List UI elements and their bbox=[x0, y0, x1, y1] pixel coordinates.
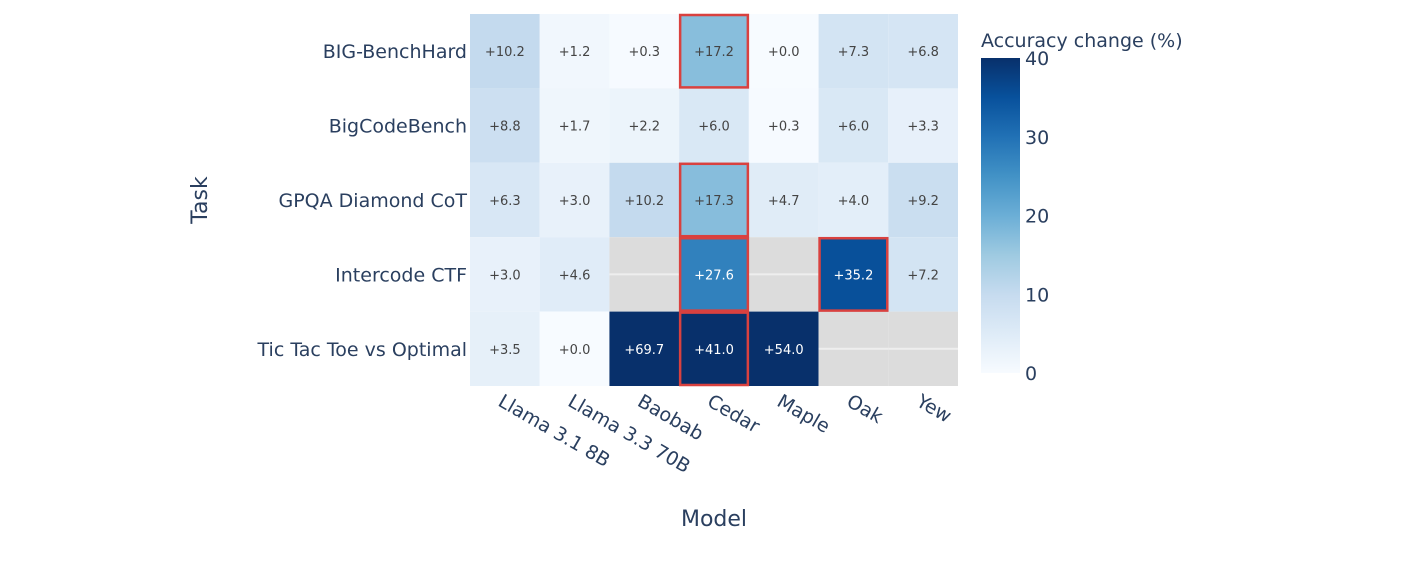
cell-value-label: +10.2 bbox=[485, 45, 525, 60]
heatmap-cell bbox=[888, 237, 958, 312]
heatmap-cell bbox=[818, 88, 889, 163]
cell-value-label: +0.3 bbox=[768, 120, 800, 135]
heatmap-cells: +10.2 +1.2 +0.3 +17.2 +0.0 +7.3 +6.8 +8.8 +1.7 +2… bbox=[470, 14, 958, 386]
highlight-box bbox=[678, 13, 750, 89]
colorbar bbox=[981, 58, 1020, 373]
cell-value-label: +17.2 bbox=[694, 45, 734, 60]
colorbar-tick-label: 40 bbox=[1025, 48, 1049, 70]
heatmap-cell bbox=[470, 14, 540, 89]
y-tick-label: Tic Tac Toe vs Optimal bbox=[257, 339, 467, 361]
heatmap-cell bbox=[470, 237, 540, 312]
y-tick-label: GPQA Diamond CoT bbox=[279, 190, 468, 212]
heatmap-cell bbox=[539, 311, 610, 386]
heatmap-cell bbox=[888, 14, 958, 89]
cell-value-label: +1.7 bbox=[559, 120, 591, 135]
x-tick-label: Oak bbox=[843, 390, 887, 428]
heatmap-cell bbox=[609, 162, 680, 238]
y-axis-title: Task bbox=[188, 176, 213, 225]
heatmap-cell bbox=[748, 14, 819, 89]
heatmap-cell bbox=[679, 88, 749, 163]
x-tick-label: Yew bbox=[912, 390, 955, 428]
heatmap-cell bbox=[470, 311, 540, 386]
cell-value-label: +10.2 bbox=[624, 194, 664, 209]
cell-value-label: +4.6 bbox=[559, 268, 591, 283]
heatmap-cell bbox=[609, 311, 680, 386]
heatmap-cell bbox=[609, 88, 680, 163]
highlight-box bbox=[818, 236, 889, 312]
heatmap-cell bbox=[888, 88, 958, 163]
y-tick-labels: BIG-BenchHard BigCodeBench GPQA Diamond Co… bbox=[257, 41, 468, 361]
heatmap-cell bbox=[609, 14, 680, 89]
heatmap-cell bbox=[679, 311, 749, 386]
cell-value-label: +17.3 bbox=[694, 194, 734, 209]
highlight-box bbox=[678, 311, 750, 387]
heatmap-cell bbox=[679, 14, 749, 89]
cell-value-label: +6.0 bbox=[698, 120, 730, 135]
cell-value-label: +2.2 bbox=[628, 120, 660, 135]
heatmap-cell bbox=[679, 162, 749, 238]
cell-value-label: +3.5 bbox=[489, 343, 521, 358]
highlight-boxes bbox=[678, 13, 889, 387]
heatmap-cell bbox=[818, 237, 889, 312]
cell-value-label: +6.0 bbox=[838, 120, 870, 135]
cell-value-label: +3.0 bbox=[489, 268, 521, 283]
colorbar-tick-label: 0 bbox=[1025, 363, 1037, 385]
heatmap-cell bbox=[539, 88, 610, 163]
cell-value-label: +6.3 bbox=[489, 194, 521, 209]
heatmap-cell bbox=[748, 88, 819, 163]
heatmap-cell bbox=[888, 162, 958, 238]
cell-value-label: +9.2 bbox=[907, 194, 939, 209]
cell-value-label: +54.0 bbox=[764, 343, 804, 358]
colorbar-tick-label: 20 bbox=[1025, 206, 1049, 228]
cell-value-label: +7.2 bbox=[907, 268, 939, 283]
y-tick-label: BigCodeBench bbox=[329, 116, 467, 138]
cell-value-label: +3.0 bbox=[559, 194, 591, 209]
heatmap-cell bbox=[539, 14, 610, 89]
colorbar-tick-label: 30 bbox=[1025, 127, 1049, 149]
cell-value-label: +6.8 bbox=[907, 45, 939, 60]
heatmap-cell bbox=[818, 162, 889, 238]
heatmap-cell bbox=[679, 237, 749, 312]
heatmap-cell bbox=[470, 88, 540, 163]
heatmap-cell bbox=[748, 162, 819, 238]
heatmap-cell bbox=[818, 14, 889, 89]
y-tick-label: Intercode CTF bbox=[335, 264, 467, 286]
colorbar-tick-label: 10 bbox=[1025, 284, 1049, 306]
x-tick-label: Cedar bbox=[704, 390, 764, 437]
highlight-box bbox=[678, 162, 750, 238]
cell-value-label: +69.7 bbox=[624, 343, 664, 358]
heatmap-cell bbox=[539, 237, 610, 312]
cell-value-label: +0.0 bbox=[768, 45, 800, 60]
x-tick-label: Llama 3.3 70B bbox=[564, 390, 694, 478]
cell-value-label: +35.2 bbox=[834, 268, 874, 283]
x-tick-label: Maple bbox=[773, 390, 833, 438]
cell-value-label: +4.0 bbox=[838, 194, 870, 209]
cell-value-label: +8.8 bbox=[489, 120, 521, 135]
cell-value-label: +41.0 bbox=[694, 343, 734, 358]
cell-value-label: +0.3 bbox=[628, 45, 660, 60]
heatmap-cell bbox=[539, 162, 610, 238]
cell-value-label: +4.7 bbox=[768, 194, 800, 209]
cell-value-label: +27.6 bbox=[694, 268, 734, 283]
y-tick-label: BIG-BenchHard bbox=[323, 41, 467, 63]
cell-value-label: +7.3 bbox=[838, 45, 870, 60]
x-axis-title: Model bbox=[681, 507, 747, 532]
highlight-box bbox=[678, 236, 750, 312]
cell-value-label: +0.0 bbox=[559, 343, 591, 358]
colorbar-ticks: 0 10 20 30 40 bbox=[1025, 48, 1049, 385]
colorbar-title: Accuracy change (%) bbox=[981, 30, 1183, 52]
heatmap-cell bbox=[470, 162, 540, 238]
heatmap-cell bbox=[748, 311, 819, 386]
cell-value-label: +1.2 bbox=[559, 45, 591, 60]
cell-value-label: +3.3 bbox=[907, 120, 939, 135]
